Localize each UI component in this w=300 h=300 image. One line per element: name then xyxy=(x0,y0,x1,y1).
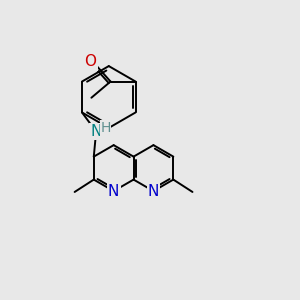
Text: H: H xyxy=(100,121,111,135)
Text: N: N xyxy=(108,184,119,199)
Text: O: O xyxy=(85,54,97,69)
Text: N: N xyxy=(90,124,102,139)
Text: N: N xyxy=(148,184,159,199)
